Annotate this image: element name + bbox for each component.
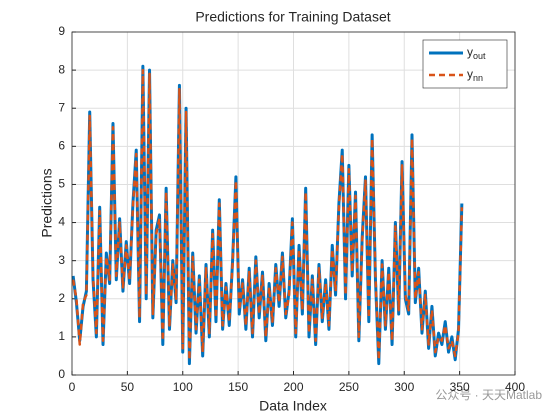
x-tick-label: 0 (69, 380, 76, 394)
y-tick-label: 7 (58, 100, 65, 114)
y-tick-label: 3 (58, 253, 65, 267)
x-tick-label: 350 (450, 380, 470, 394)
legend-label: yout (467, 45, 486, 61)
x-tick-label: 400 (505, 380, 525, 394)
x-tick-label: 100 (173, 380, 193, 394)
x-tick-label: 150 (228, 380, 248, 394)
y-tick-label: 0 (58, 367, 65, 381)
y-tick-label: 5 (58, 177, 65, 191)
y-axis-label: Predictions (39, 168, 55, 237)
x-tick-label: 250 (339, 380, 359, 394)
y-tick-label: 6 (58, 139, 65, 153)
chart-title: Predictions for Training Dataset (195, 9, 390, 25)
legend-box (422, 39, 508, 89)
y-tick-label: 1 (58, 329, 65, 343)
legend-label-subscript: nn (473, 73, 483, 83)
x-tick-label: 50 (121, 380, 135, 394)
y-tick-label: 4 (58, 215, 65, 229)
axes-box (71, 31, 516, 376)
legend-label-base: y (467, 67, 473, 81)
series-line (71, 68, 464, 362)
legend-label-base: y (467, 45, 473, 59)
x-axis-label: Data Index (259, 398, 327, 414)
legend-label-subscript: out (473, 51, 486, 61)
y-tick-label: 2 (58, 291, 65, 305)
legend-label: ynn (467, 67, 483, 83)
watermark: 公众号 · 天天Matlab (435, 388, 542, 402)
y-tick-label: 8 (58, 62, 65, 76)
x-tick-label: 300 (394, 380, 414, 394)
x-tick-label: 200 (283, 380, 303, 394)
y-tick-label: 9 (58, 24, 65, 38)
